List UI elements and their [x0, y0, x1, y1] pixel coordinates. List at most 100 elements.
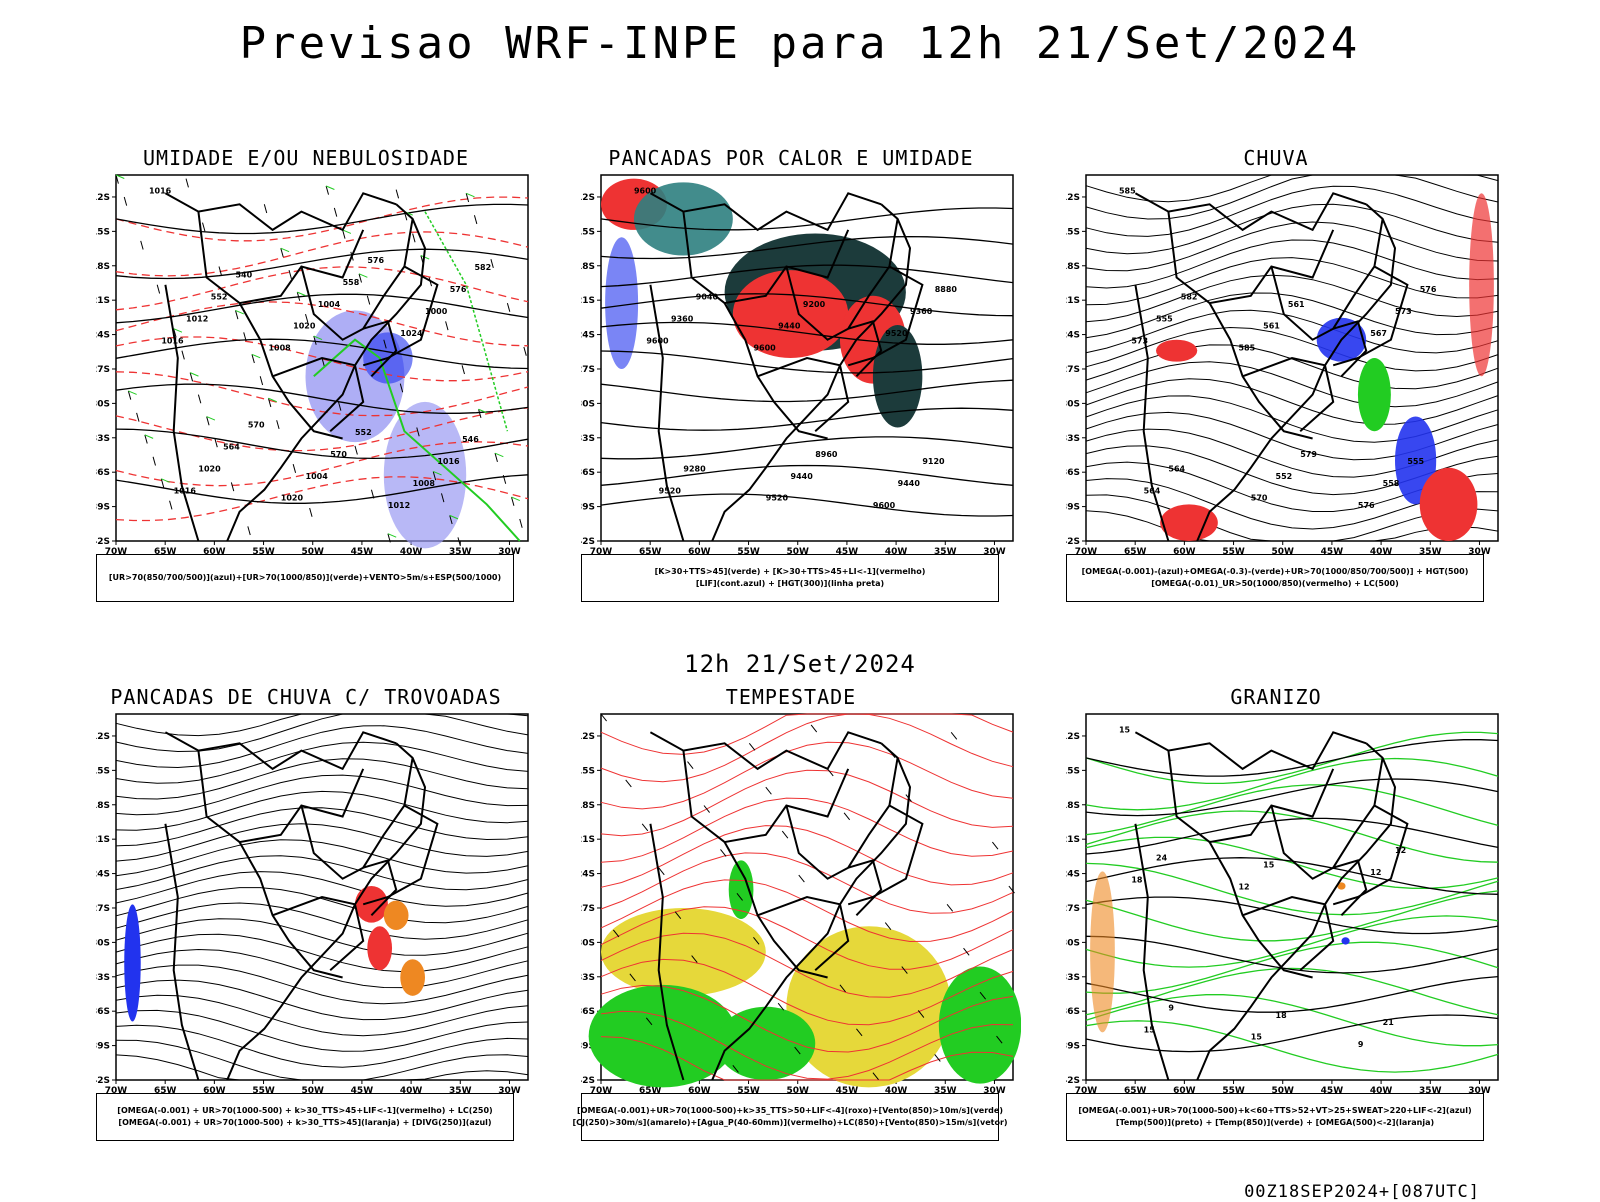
- contour-line: [1085, 890, 1499, 942]
- contour-label: 576: [1358, 501, 1375, 510]
- panel-umidade: UMIDADE E/OU NEBULOSIDADE 12S 15S 18S 21S 24…: [96, 146, 576, 646]
- footer-run-info: 00Z18SEP2024+[087UTC]: [1244, 1182, 1480, 1202]
- wind-vector: [433, 470, 442, 476]
- lat-label: 42S: [96, 537, 110, 547]
- lat-label: 27S: [1066, 365, 1080, 375]
- contour-label: 564: [223, 443, 240, 452]
- contour-label: 558: [1383, 479, 1400, 488]
- contour-line: [115, 301, 529, 347]
- contour-label: 9280: [683, 464, 706, 473]
- contour-label: 576: [367, 256, 384, 265]
- lon-label: 45W: [836, 1086, 859, 1095]
- wind-vector: [523, 346, 527, 356]
- wind-vector: [416, 427, 420, 437]
- wind-vector: [449, 515, 453, 525]
- wind-vector: [202, 222, 206, 232]
- wind-vector: [325, 185, 330, 195]
- wind-vector: [457, 537, 461, 547]
- wind-vector: [243, 332, 247, 342]
- map-granizo: 12S 15S 18S 21S 24S 27S 30S 33S 36S 39S 42S70W 65W 6…: [1066, 713, 1499, 1095]
- contour-label: 1012: [388, 501, 410, 510]
- lon-label: 45W: [351, 1086, 374, 1095]
- panel-legend: [OMEGA(-0.001)+UR>70(1000-500)+k>35_TTS>…: [572, 1093, 1008, 1141]
- country-border: [1332, 804, 1409, 906]
- wind-vector: [856, 1028, 863, 1037]
- contour-line: [115, 231, 529, 277]
- lon-label: 60W: [688, 1086, 711, 1095]
- wind-vector: [288, 270, 292, 279]
- main-title: Previsao WRF-INPE para 12h 21/Set/2024: [239, 18, 1361, 69]
- contour-line: [600, 235, 1014, 260]
- wind-area: [728, 860, 754, 919]
- contour-label: 1004: [318, 300, 341, 309]
- panel-legend: [OMEGA(-0.001) + UR>70(1000-500) + k>30_…: [96, 1093, 514, 1141]
- lat-label: 24S: [581, 870, 595, 880]
- lat-label: 33S: [581, 973, 595, 983]
- lon-label: 55W: [252, 547, 275, 556]
- legend-line: [UR>70(850/700/500)](azul)+[UR>70(1000/8…: [108, 573, 502, 582]
- country-border: [1208, 841, 1313, 979]
- wind-vector: [641, 823, 649, 832]
- wind-vector: [189, 372, 194, 382]
- streamline: [115, 887, 529, 924]
- wind-vector: [950, 731, 958, 740]
- wind-vector: [465, 193, 470, 203]
- lon-label: 70W: [1075, 547, 1098, 556]
- contour-label: 15: [1263, 861, 1275, 870]
- streamline: [1085, 203, 1499, 255]
- lon-label: 70W: [1075, 1086, 1098, 1095]
- country-border: [1134, 731, 1367, 771]
- humidity-contour: [424, 211, 509, 432]
- map-pancadas-calor: 12S 15S 18S 21S 24S 27S 30S 33S 36S 39S 42S70W 65W 6…: [581, 174, 1014, 556]
- panel-title: GRANIZO: [1230, 685, 1322, 709]
- wind-vector: [963, 947, 970, 956]
- thunder-area: [354, 886, 388, 923]
- legend-line: [CJ(250)>30m/s](amarelo)+[Agua_P(40-60mm…: [572, 1118, 1008, 1127]
- lat-label: 12S: [96, 193, 110, 203]
- wind-vector: [506, 302, 511, 312]
- contour-line: [600, 436, 1014, 460]
- contour-label: 1012: [186, 314, 208, 323]
- lat-label: 12S: [581, 193, 595, 203]
- wind-vector: [979, 991, 987, 1000]
- lat-label: 30S: [96, 399, 110, 409]
- contour-label: 567: [1370, 329, 1387, 338]
- country-border: [723, 841, 828, 979]
- wind-vector: [152, 456, 156, 466]
- streamline: [115, 758, 529, 800]
- lon-label: 30W: [983, 1086, 1006, 1095]
- divergence-area: [124, 904, 141, 1022]
- wind-vector: [449, 514, 459, 520]
- contour-line: [115, 293, 529, 324]
- wind-vector: [325, 185, 335, 190]
- contour-label: 1008: [413, 479, 436, 488]
- country-border: [649, 284, 685, 542]
- country-border: [1332, 320, 1368, 377]
- wind-vector: [235, 309, 244, 315]
- wind-vector: [214, 438, 218, 448]
- streamline: [115, 741, 529, 784]
- contour-label: 552: [355, 428, 372, 437]
- coastline: [1196, 203, 1397, 542]
- streamline: [115, 713, 529, 737]
- contour-label: 1020: [293, 322, 316, 331]
- lat-label: 30S: [581, 938, 595, 948]
- thunder-area: [400, 959, 426, 996]
- panel-pancadas-calor: PANCADAS POR CALOR E UMIDADE 12S 15S 18S 21…: [581, 146, 1061, 646]
- streamline: [600, 984, 1014, 1053]
- contour-line: [1085, 941, 1499, 994]
- contour-line: [600, 293, 1014, 317]
- contour-label: 15: [1251, 1033, 1263, 1042]
- contour-line: [115, 428, 529, 460]
- wind-vector: [123, 196, 128, 206]
- country-border: [164, 823, 200, 1081]
- country-border: [847, 859, 883, 916]
- lat-label: 15S: [96, 766, 110, 776]
- contour-line: [1085, 862, 1499, 916]
- contour-label: 576: [450, 285, 467, 294]
- contour-label: 9520: [659, 486, 682, 495]
- wind-vector: [305, 313, 309, 323]
- wind-vector: [502, 474, 507, 484]
- contour-label: 555: [1156, 314, 1173, 323]
- contour-label: 564: [1168, 464, 1185, 473]
